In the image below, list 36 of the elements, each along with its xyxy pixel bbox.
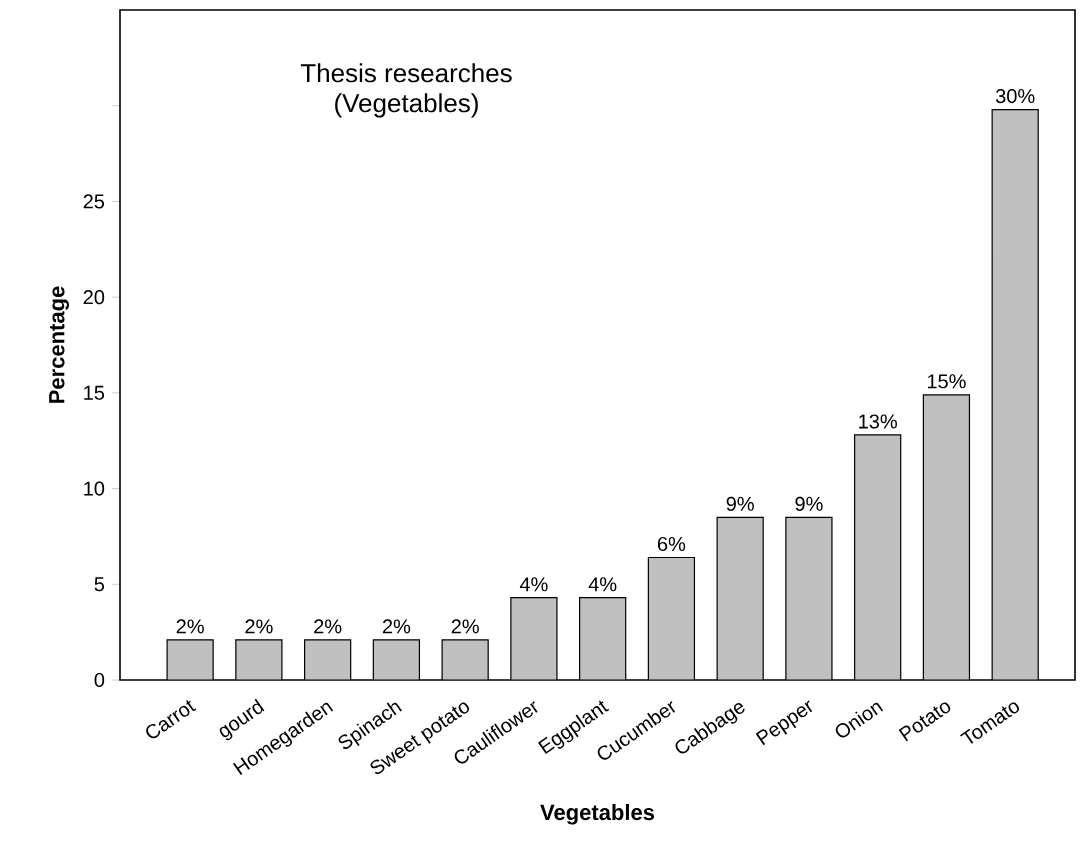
- data-label: 2%: [314, 619, 342, 634]
- bar: [304, 639, 351, 680]
- data-label: 2%: [176, 619, 204, 634]
- bar: [648, 557, 695, 680]
- text: Thesis researches: [300, 63, 512, 83]
- data-label: 4%: [519, 577, 548, 592]
- bar: [167, 639, 214, 680]
- bar: [785, 517, 832, 680]
- data-label: 15%: [927, 374, 966, 389]
- y-tick-label: 10: [84, 481, 105, 496]
- data-label: 30%: [995, 88, 1035, 104]
- bar: [442, 639, 489, 680]
- data-label: 4%: [588, 577, 617, 592]
- bar: [717, 517, 764, 680]
- y-tick-label: 15: [84, 385, 105, 400]
- data-label: 2%: [245, 619, 273, 634]
- data-label: 13%: [859, 414, 897, 429]
- y-tick-label: 5: [94, 577, 105, 592]
- y-tick-label: 0: [94, 672, 105, 688]
- y-tick-label: 20: [83, 290, 105, 305]
- bar: [373, 639, 420, 680]
- bar: [991, 108, 1039, 680]
- data-label: 9%: [795, 496, 823, 511]
- bar: [923, 394, 970, 680]
- bar: [235, 639, 282, 680]
- text: (Vegetables): [335, 93, 478, 118]
- x-axis-title: Vegetables: [540, 804, 655, 825]
- data-label: 2%: [382, 619, 411, 634]
- data-label: 9%: [726, 496, 754, 511]
- data-label: 6%: [657, 536, 686, 552]
- y-tick-label: 25: [83, 194, 105, 209]
- bar: [854, 434, 901, 680]
- data-label: 2%: [451, 619, 479, 634]
- y-axis-title: Percentage: [49, 286, 69, 403]
- bar: [579, 597, 626, 680]
- bar: [510, 597, 557, 680]
